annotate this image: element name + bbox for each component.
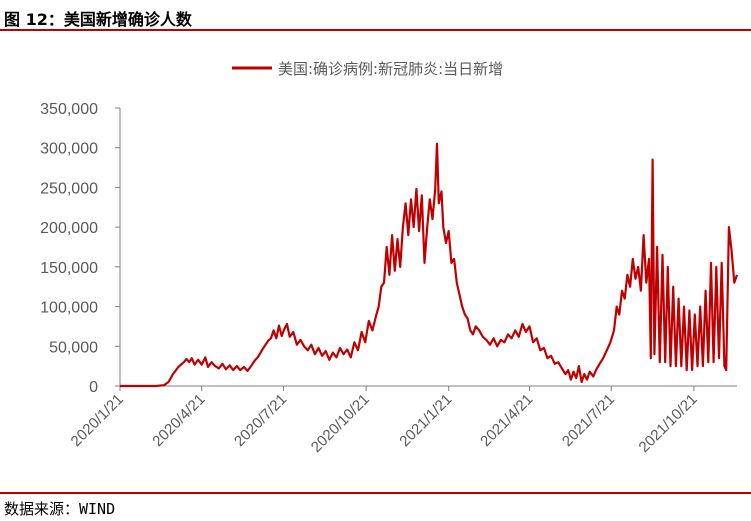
source-rule [0,492,751,494]
y-tick-label: 150,000 [40,260,98,277]
y-tick-label: 300,000 [40,141,98,158]
legend: 美国:确诊病例:新冠肺炎:当日新增 [232,60,503,78]
x-tick-label: 2020/4/21 [149,391,208,450]
y-tick-label: 100,000 [40,300,98,317]
series-line-new-cases [120,142,739,388]
x-tick-label: 2021/10/21 [636,391,701,456]
legend-label: 美国:确诊病例:新冠肺炎:当日新增 [278,60,503,78]
y-tick-label: 50,000 [49,339,98,356]
y-axis-ticks: 0 50,000 100,000 150,000 200,000 250,000 300,0… [40,101,120,396]
data-source: 数据来源：WIND [4,500,116,518]
x-tick-label: 2021/4/21 [477,391,536,450]
y-tick-label: 350,000 [40,101,98,118]
x-tick-label: 2020/1/21 [68,391,127,450]
figure-title: 图 12：美国新增确诊人数 [4,10,192,29]
x-tick-label: 2020/10/21 [308,391,373,456]
x-tick-label: 2021/7/21 [559,391,618,450]
x-axis-ticks: 2020/1/21 2020/4/21 2020/7/21 2020/10/21 202… [68,386,701,456]
y-tick-label: 250,000 [40,180,98,197]
x-tick-label: 2021/1/21 [396,391,455,450]
x-tick-label: 2020/7/21 [231,391,290,450]
y-tick-label: 0 [89,379,98,396]
title-rule [0,29,751,31]
y-tick-label: 200,000 [40,220,98,237]
